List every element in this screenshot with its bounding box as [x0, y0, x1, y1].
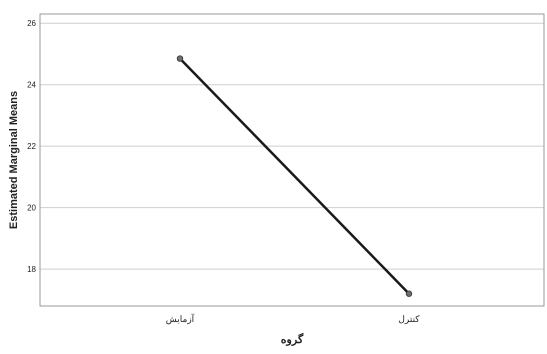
x-tick-label: کنترل	[398, 314, 420, 325]
gridlines	[40, 22, 544, 270]
series-line	[179, 57, 410, 295]
x-tick-label: آزمایش	[166, 313, 195, 325]
x-tick-labels: آزمایش کنترل	[166, 313, 421, 325]
series-lines	[179, 57, 410, 295]
series-markers	[176, 55, 413, 297]
data-point	[176, 55, 184, 62]
y-tick-label: 26	[27, 19, 36, 28]
x-axis-title: گروه	[281, 332, 304, 346]
y-tick-label: 18	[27, 265, 36, 274]
y-tick-label: 22	[27, 142, 36, 151]
y-axis-title: Estimated Marginal Means	[8, 91, 20, 229]
plot-area-frame	[39, 13, 545, 307]
data-point	[405, 290, 413, 297]
y-tick-label: 20	[27, 204, 36, 213]
y-tick-labels: 18 20 22 24 26	[27, 19, 36, 274]
y-tick-label: 24	[27, 81, 36, 90]
